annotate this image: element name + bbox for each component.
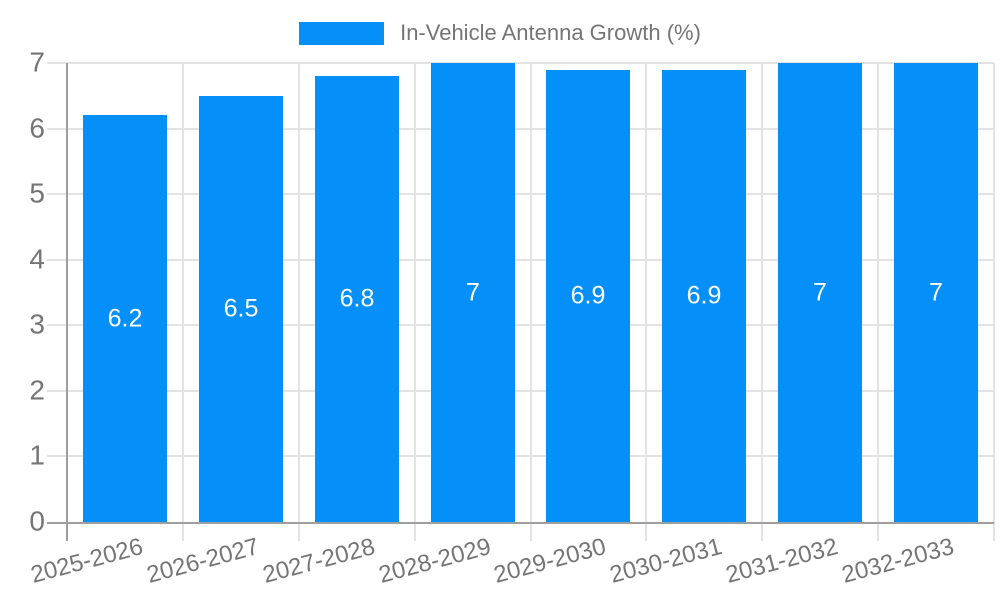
x-axis-tick-label: 2028-2029 [376, 533, 494, 589]
y-axis-tick-label: 4 [29, 243, 45, 275]
gridline-vertical [993, 63, 995, 541]
gridline-vertical [298, 63, 300, 541]
bar-2030-2031[interactable] [662, 70, 746, 522]
y-axis-tick-label: 1 [29, 439, 45, 471]
y-axis-tick-label: 0 [29, 505, 45, 537]
bar-value-label: 6.9 [570, 281, 606, 310]
bar-value-label: 6.9 [686, 281, 722, 310]
bar-value-label: 7 [813, 278, 827, 307]
gridline-horizontal [47, 259, 994, 261]
x-axis-tick-label: 2027-2028 [260, 533, 378, 589]
gridline-horizontal [47, 455, 994, 457]
gridline-vertical [182, 63, 184, 541]
gridline-horizontal [47, 324, 994, 326]
y-axis-tick-label: 7 [29, 46, 45, 78]
bar-value-label: 6.8 [339, 284, 375, 313]
gridline-vertical [645, 63, 647, 541]
x-axis-tick-label: 2032-2033 [839, 533, 957, 589]
bar-2026-2027[interactable] [199, 96, 283, 522]
bar-value-label: 6.2 [107, 304, 143, 333]
bar-2029-2030[interactable] [546, 70, 630, 522]
gridline-horizontal [47, 193, 994, 195]
bar-2028-2029[interactable] [431, 63, 515, 522]
gridline-vertical [877, 63, 879, 541]
x-axis-tick-label: 2029-2030 [491, 533, 609, 589]
x-axis-line [47, 522, 994, 524]
bar-2032-2033[interactable] [894, 63, 978, 522]
gridline-horizontal [47, 128, 994, 130]
legend-label: In-Vehicle Antenna Growth (%) [400, 20, 701, 45]
gridline-vertical [761, 63, 763, 541]
legend[interactable]: In-Vehicle Antenna Growth (%) [0, 20, 1000, 46]
legend-swatch [299, 21, 385, 45]
y-axis-tick-label: 5 [29, 177, 45, 209]
bar-2027-2028[interactable] [315, 76, 399, 522]
bar-value-label: 6.5 [223, 294, 259, 323]
bar-2025-2026[interactable] [83, 115, 167, 522]
gridline-horizontal [47, 62, 994, 64]
gridline-vertical [414, 63, 416, 541]
x-axis-tick-label: 2026-2027 [144, 533, 262, 589]
x-axis-tick-label: 2030-2031 [607, 533, 725, 589]
y-axis-tick-label: 3 [29, 308, 45, 340]
bar-2031-2032[interactable] [778, 63, 862, 522]
y-axis-tick-label: 6 [29, 112, 45, 144]
x-axis-tick-label: 2031-2032 [723, 533, 841, 589]
bar-value-label: 7 [929, 278, 943, 307]
gridline-vertical [530, 63, 532, 541]
bar-value-label: 7 [466, 278, 480, 307]
y-axis-tick-label: 2 [29, 374, 45, 406]
gridline-horizontal [47, 390, 994, 392]
y-axis-line [66, 63, 68, 541]
x-axis-tick-label: 2025-2026 [28, 533, 146, 589]
